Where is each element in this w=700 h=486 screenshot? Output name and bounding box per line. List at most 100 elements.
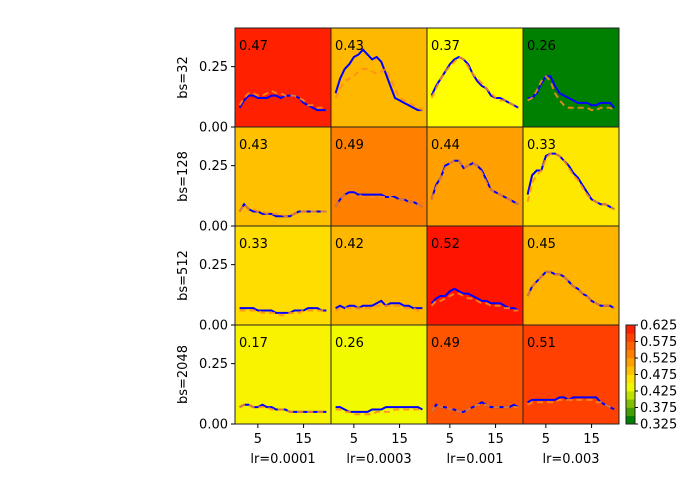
panel-value-label: 0.51	[527, 336, 556, 351]
panel-2-1	[330, 225, 428, 326]
y-tick-label: 0.25	[199, 60, 228, 75]
row-label: bs=32	[176, 56, 191, 98]
dashed-series-line	[527, 398, 615, 411]
panel-background	[331, 28, 427, 127]
colorbar-tick-label: 0.525	[640, 352, 677, 367]
panel-value-label: 0.44	[431, 138, 460, 153]
colorbar-bin	[626, 391, 635, 400]
colorbar-bin	[626, 415, 635, 425]
panel-3-1	[330, 324, 428, 425]
panel-value-label: 0.42	[335, 237, 364, 252]
dashed-series-line	[238, 202, 327, 218]
panel-3-3	[522, 324, 620, 425]
colorbar-bin	[626, 399, 635, 408]
colorbar-bin	[626, 349, 635, 359]
colorbar-bin	[626, 358, 635, 367]
colorbar-tick-label: 0.575	[640, 335, 677, 350]
dashed-series-line	[527, 74, 615, 112]
panel-value-label: 0.49	[335, 138, 364, 153]
panel-background	[331, 127, 427, 226]
solid-series-line	[238, 94, 327, 112]
panel-value-label: 0.43	[239, 138, 268, 153]
dashed-series-line	[334, 193, 423, 208]
x-tick-label: 15	[583, 432, 600, 447]
panel-value-label: 0.47	[239, 39, 268, 54]
panel-value-label: 0.49	[431, 336, 460, 351]
panel-background	[523, 127, 619, 226]
column-label: lr=0.0003	[346, 452, 411, 467]
panel-value-label: 0.52	[431, 237, 460, 252]
panel-value-label: 0.33	[527, 138, 556, 153]
dashed-series-line	[239, 309, 327, 317]
panel-value-label: 0.45	[527, 237, 556, 252]
column-label: lr=0.0001	[250, 452, 315, 467]
solid-series-line	[527, 75, 616, 109]
solid-series-line	[335, 299, 423, 310]
dashed-series-line	[430, 403, 519, 413]
y-tick-label: 0.00	[199, 319, 228, 334]
dashed-series-line	[334, 67, 423, 111]
colorbar-bin	[626, 374, 635, 384]
column-label: lr=0.001	[446, 452, 503, 467]
x-tick-label: 5	[254, 432, 262, 447]
panel-background	[523, 325, 619, 424]
panel-3-0	[234, 324, 332, 425]
column-label: lr=0.003	[542, 452, 599, 467]
y-tick-label: 0.25	[199, 258, 228, 273]
x-tick-label: 5	[542, 432, 550, 447]
colorbar-tick-label: 0.475	[640, 368, 677, 383]
dashed-series-line	[335, 304, 423, 312]
y-tick-label: 0.25	[199, 357, 228, 372]
panel-2-2	[426, 225, 524, 326]
dashed-series-line	[430, 159, 519, 206]
panel-background	[235, 325, 331, 424]
x-tick-label: 5	[446, 432, 454, 447]
solid-series-line	[239, 307, 327, 314]
dashed-series-line	[526, 152, 615, 210]
panel-0-0	[234, 27, 332, 128]
panel-3-2	[426, 324, 524, 425]
dashed-series-line	[430, 55, 519, 109]
panel-value-label: 0.43	[335, 39, 364, 54]
colorbar-tick-label: 0.375	[640, 401, 677, 416]
panel-1-3	[522, 126, 620, 227]
panel-1-2	[426, 126, 524, 227]
row-label: bs=2048	[176, 345, 191, 404]
x-tick-label: 15	[295, 432, 312, 447]
panel-1-1	[330, 126, 428, 227]
y-tick-label: 0.00	[199, 121, 228, 136]
colorbar-bin	[626, 407, 635, 417]
colorbar-tick-label: 0.325	[640, 418, 677, 433]
x-tick-label: 15	[391, 432, 408, 447]
panel-background	[523, 226, 619, 325]
solid-series-line	[526, 152, 615, 210]
row-label: bs=128	[176, 151, 191, 202]
colorbar-tick-label: 0.625	[640, 319, 677, 334]
panel-background	[427, 127, 523, 226]
solid-series-line	[430, 287, 519, 312]
y-tick-label: 0.00	[199, 418, 228, 433]
dashed-series-line	[238, 89, 327, 111]
panel-2-3	[522, 225, 620, 326]
dashed-series-line	[239, 403, 327, 416]
y-tick-label: 0.25	[199, 159, 228, 174]
dashed-series-line	[526, 270, 615, 309]
x-tick-label: 5	[350, 432, 358, 447]
y-tick-label: 0.00	[199, 220, 228, 235]
panel-value-label: 0.33	[239, 237, 268, 252]
row-label: bs=512	[176, 250, 191, 301]
panel-background	[235, 28, 331, 127]
panel-frame	[522, 324, 620, 425]
panel-background	[523, 28, 619, 127]
colorbar-tick-label: 0.425	[640, 385, 677, 400]
dashed-series-line	[335, 408, 423, 416]
colorbar-bin	[626, 341, 635, 351]
colorbar-bin	[626, 366, 635, 375]
panel-1-0	[234, 126, 332, 227]
panel-value-label: 0.17	[239, 336, 268, 351]
panel-value-label: 0.26	[335, 336, 364, 351]
colorbar-bin	[626, 333, 635, 342]
x-tick-label: 15	[487, 432, 504, 447]
